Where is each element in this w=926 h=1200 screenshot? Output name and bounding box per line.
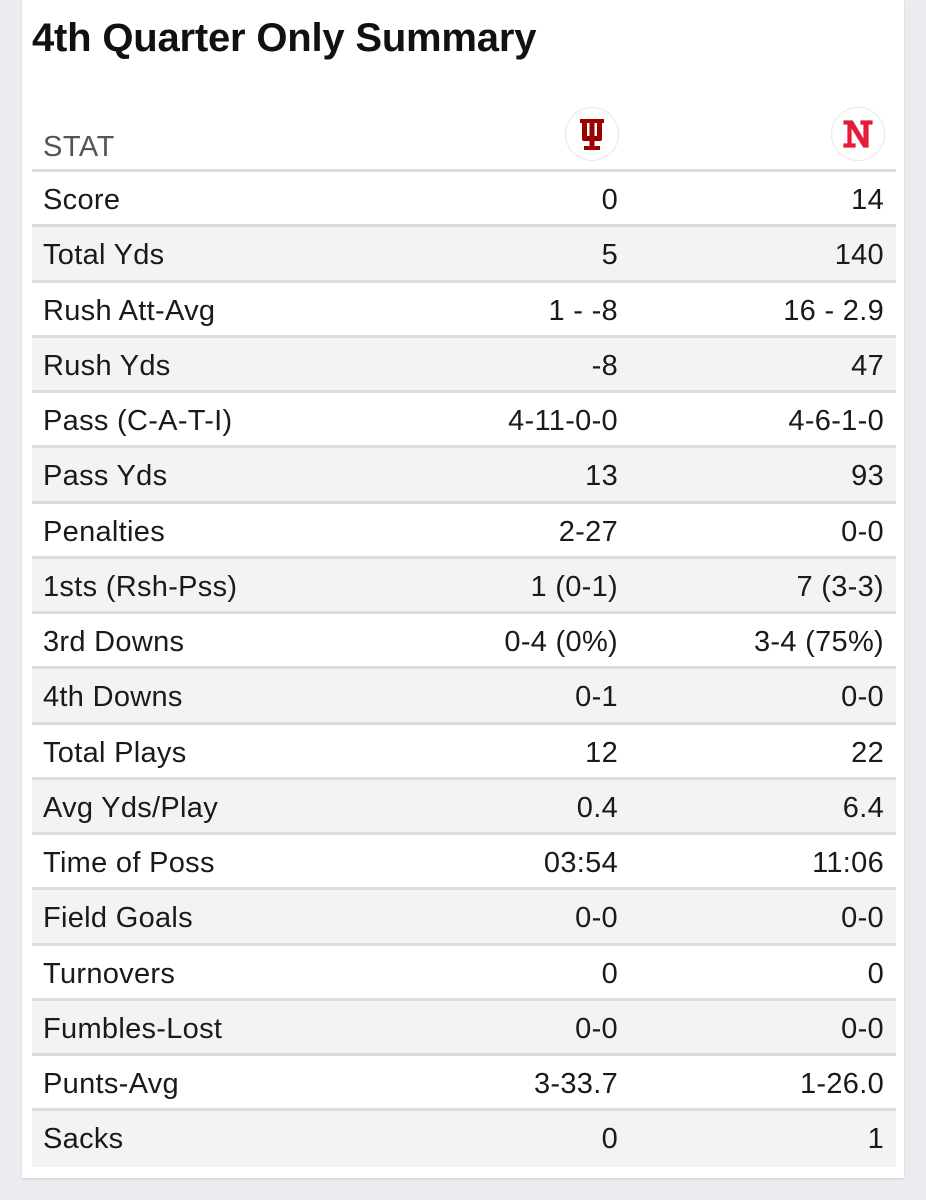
team1-value: 0: [601, 1123, 618, 1156]
team2-value: 1-26.0: [799, 1068, 884, 1100]
stat-name: 4th Downs: [43, 681, 183, 714]
table-row: Pass (C-A-T-I) 4-11-0-0 4-6-1-0: [32, 393, 896, 449]
team1-value: 0-1: [575, 681, 618, 714]
team2-value: 1: [867, 1123, 884, 1156]
table-row: 4th Downs 0-1 0-0: [32, 669, 896, 725]
team2-value: 4-6-1-0: [788, 405, 884, 437]
stat-name: Field Goals: [43, 902, 193, 935]
table-row: Total Plays 12 22: [32, 725, 896, 780]
team2-value: 3-4 (75%): [753, 626, 884, 658]
stat-name: Pass (C-A-T-I): [43, 405, 233, 437]
team2-value: 11:06: [812, 847, 884, 879]
stat-name: Rush Att-Avg: [43, 294, 216, 327]
table-row: Time of Poss 03:54 11:06: [32, 835, 896, 891]
team2-value: 7 (3-3): [796, 570, 884, 603]
stat-name: Fumbles-Lost: [43, 1012, 223, 1045]
table-row: Rush Yds -8 47: [32, 337, 896, 393]
stat-name: Time of Poss: [43, 847, 215, 879]
stat-name: Score: [43, 184, 121, 216]
stat-name: Avg Yds/Play: [43, 791, 219, 824]
nebraska-logo-icon: [832, 108, 884, 160]
stat-name: Rush Yds: [43, 349, 171, 382]
team2-value: 0-0: [841, 1012, 884, 1045]
team1-value: 0-0: [575, 902, 618, 935]
team1-value: 0.4: [576, 791, 618, 824]
table-row: Punts-Avg 3-33.7 1-26.0: [32, 1056, 896, 1112]
table-row: 3rd Downs 0-4 (0%) 3-4 (75%): [32, 614, 896, 670]
team2-value: 6.4: [842, 791, 884, 824]
team1-value: 5: [601, 239, 618, 272]
table-row: Penalties 2-27 0-0: [32, 504, 896, 559]
table-row: Sacks 0 1: [32, 1111, 896, 1167]
stats-card: 4th Quarter Only Summary STAT: [22, 0, 904, 1178]
team2-value: 22: [851, 736, 884, 769]
stat-name: Pass Yds: [43, 460, 168, 493]
team1-value: 13: [585, 460, 618, 493]
team2-value: 0-0: [841, 681, 884, 714]
stats-rows: Score 0 14 Total Yds 5 140 Rush Att-Avg 1 - -8 1…: [32, 172, 896, 1167]
table-row: Fumbles-Lost 0-0 0-0: [32, 1000, 896, 1056]
indiana-logo-icon: [566, 108, 618, 160]
table-row: Score 0 14: [32, 172, 896, 228]
page-title: 4th Quarter Only Summary: [32, 16, 537, 60]
team1-value: 2-27: [558, 515, 618, 548]
team1-value: 12: [585, 736, 618, 769]
team2-value: 0: [867, 957, 884, 990]
team2-value: 14: [851, 184, 884, 216]
table-header: STAT: [32, 98, 896, 172]
team1-value: 3-33.7: [533, 1068, 618, 1100]
team2-value: 0-0: [841, 902, 884, 935]
team1-value: 0: [601, 184, 618, 216]
table-row: Rush Att-Avg 1 - -8 16 - 2.9: [32, 283, 896, 338]
stat-name: Turnovers: [43, 957, 176, 990]
team1-value: 4-11-0-0: [508, 405, 618, 437]
stat-name: Punts-Avg: [43, 1068, 179, 1100]
team1-value: 03:54: [543, 847, 618, 879]
team1-value: 0-4 (0%): [504, 626, 618, 658]
team2-value: 93: [851, 460, 884, 493]
team2-value: 16 - 2.9: [783, 294, 884, 327]
team2-value: 47: [851, 349, 884, 382]
team1-value: 0-0: [575, 1012, 618, 1045]
stat-name: 3rd Downs: [43, 626, 185, 658]
team2-value: 0-0: [841, 515, 884, 548]
stat-column-header: STAT: [43, 131, 115, 163]
table-row: Avg Yds/Play 0.4 6.4: [32, 779, 896, 835]
team1-value: 1 - -8: [548, 294, 618, 327]
team2-value: 140: [834, 239, 884, 272]
table-row: Turnovers 0 0: [32, 946, 896, 1001]
table-row: Pass Yds 13 93: [32, 448, 896, 504]
stats-table: STAT: [32, 98, 896, 1167]
table-row: 1sts (Rsh-Pss) 1 (0-1) 7 (3-3): [32, 558, 896, 614]
stat-name: Sacks: [43, 1123, 124, 1156]
stat-name: Total Plays: [43, 736, 187, 769]
table-row: Total Yds 5 140: [32, 227, 896, 283]
table-row: Field Goals 0-0 0-0: [32, 890, 896, 946]
team1-value: -8: [591, 349, 618, 382]
team1-value: 1 (0-1): [530, 570, 618, 603]
stat-name: Penalties: [43, 515, 165, 548]
team1-value: 0: [601, 957, 618, 990]
stat-name: Total Yds: [43, 239, 165, 272]
stat-name: 1sts (Rsh-Pss): [43, 570, 238, 603]
